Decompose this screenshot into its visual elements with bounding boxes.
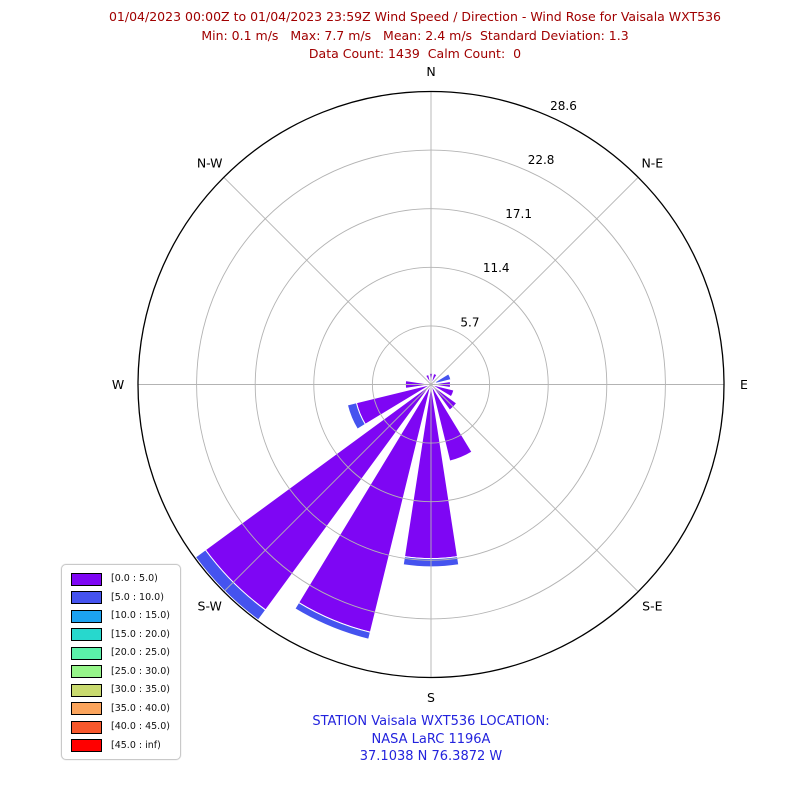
petal-S-S-E-bin0 bbox=[430, 384, 473, 462]
compass-label-N-W: N-W bbox=[197, 156, 223, 171]
legend-swatch-7 bbox=[71, 702, 102, 715]
compass-label-W: W bbox=[112, 377, 124, 392]
legend-swatch-6 bbox=[71, 683, 102, 697]
compass-label-N: N bbox=[426, 64, 435, 79]
legend-swatch-9 bbox=[71, 739, 102, 752]
chart-header: 01/04/2023 00:00Z to 01/04/2023 23:59Z W… bbox=[0, 8, 800, 64]
grid-spoke-S-W bbox=[223, 384, 432, 593]
legend-swatch-1 bbox=[71, 591, 102, 604]
legend-row-3: [15.0 : 20.0) bbox=[71, 628, 170, 641]
legend-swatch-4 bbox=[71, 646, 102, 660]
ring-label-11.4: 11.4 bbox=[483, 261, 510, 275]
chart-title: 01/04/2023 00:00Z to 01/04/2023 23:59Z W… bbox=[108, 9, 722, 24]
legend-row-6: [30.0 : 35.0) bbox=[71, 683, 170, 697]
legend-row-4: [20.0 : 25.0) bbox=[71, 646, 170, 660]
legend-label-9: [45.0 : inf) bbox=[111, 739, 161, 751]
legend-swatch-5 bbox=[71, 665, 102, 678]
legend-row-0: [0.0 : 5.0) bbox=[71, 572, 170, 586]
legend-label-1: [5.0 : 10.0) bbox=[111, 591, 164, 603]
grid-spoke-S-E bbox=[430, 384, 639, 593]
legend-row-5: [25.0 : 30.0) bbox=[71, 665, 170, 678]
legend-row-2: [10.0 : 15.0) bbox=[71, 609, 170, 623]
ring-label-17.1: 17.1 bbox=[505, 207, 532, 221]
legend: [0.0 : 5.0) [5.0 : 10.0) [10.0 : 15.0) [15.… bbox=[61, 564, 181, 760]
petal-S-S-W-bin1 bbox=[294, 601, 371, 640]
legend-label-8: [40.0 : 45.0) bbox=[111, 721, 170, 732]
station-footer: STATION Vaisala WXT536 LOCATION: NASA La… bbox=[101, 713, 761, 766]
chart-counts: Data Count: 1439 Calm Count: 0 bbox=[308, 46, 522, 61]
legend-label-2: [10.0 : 15.0) bbox=[111, 610, 170, 621]
legend-label-3: [15.0 : 20.0) bbox=[111, 628, 170, 640]
grid-spoke-N-E bbox=[430, 176, 639, 385]
ring-label-22.8: 22.8 bbox=[528, 153, 555, 167]
legend-label-6: [30.0 : 35.0) bbox=[111, 684, 170, 695]
legend-swatch-8 bbox=[71, 720, 102, 734]
chart-stats: Min: 0.1 m/s Max: 7.7 m/s Mean: 2.4 m/s … bbox=[201, 27, 629, 43]
compass-label-S: S bbox=[427, 690, 435, 705]
facility-line: NASA LaRC 1196A bbox=[371, 731, 491, 747]
legend-swatch-0 bbox=[71, 572, 102, 586]
ring-label-28.6: 28.6 bbox=[550, 99, 577, 113]
petal-W-S-W-bin1 bbox=[346, 402, 366, 430]
petal-E-N-E-bin1 bbox=[434, 373, 452, 384]
legend-swatch-2 bbox=[71, 609, 102, 623]
station-line: STATION Vaisala WXT536 LOCATION: bbox=[312, 714, 550, 729]
coordinates-line: 37.1038 N 76.3872 W bbox=[359, 749, 503, 764]
ring-label-5.7: 5.7 bbox=[460, 315, 479, 329]
compass-label-N-E: N-E bbox=[641, 156, 663, 171]
compass-label-S-E: S-E bbox=[642, 598, 662, 613]
petal-N-N-E-bin0 bbox=[430, 372, 438, 385]
compass-label-S-W: S-W bbox=[198, 598, 222, 613]
legend-label-0: [0.0 : 5.0) bbox=[111, 573, 158, 584]
legend-label-7: [35.0 : 40.0) bbox=[111, 702, 170, 714]
legend-label-4: [20.0 : 25.0) bbox=[111, 647, 170, 658]
legend-row-8: [40.0 : 45.0) bbox=[71, 720, 170, 734]
outer-circle bbox=[137, 90, 725, 679]
grid-spoke-N-W bbox=[223, 176, 432, 385]
petal-E-S-E-bin0 bbox=[430, 384, 455, 398]
legend-label-5: [25.0 : 30.0) bbox=[111, 665, 170, 677]
legend-swatch-3 bbox=[71, 628, 102, 641]
legend-row-7: [35.0 : 40.0) bbox=[71, 702, 170, 715]
petal-N-N-W-bin0 bbox=[424, 373, 432, 385]
legend-row-1: [5.0 : 10.0) bbox=[71, 591, 170, 604]
legend-row-9: [45.0 : inf) bbox=[71, 739, 170, 752]
compass-label-E: E bbox=[740, 377, 748, 392]
